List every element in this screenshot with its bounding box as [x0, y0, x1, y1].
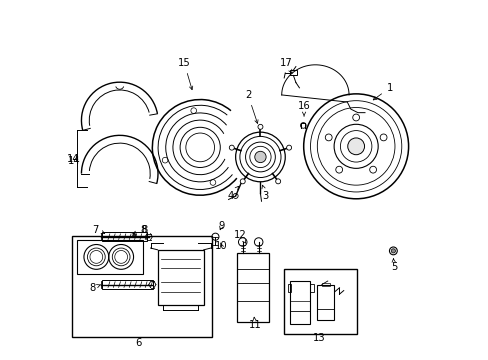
Text: 8: 8 — [132, 225, 146, 235]
Circle shape — [390, 249, 395, 253]
Bar — [77, 240, 142, 274]
Text: 7: 7 — [92, 225, 104, 235]
Bar — [287, 284, 291, 292]
Text: 11: 11 — [248, 317, 261, 330]
Bar — [102, 232, 147, 241]
Bar — [284, 269, 356, 334]
Text: 10: 10 — [215, 240, 227, 251]
Circle shape — [229, 145, 234, 150]
Bar — [321, 283, 329, 286]
Text: 3: 3 — [262, 185, 268, 201]
Text: 14: 14 — [68, 156, 81, 166]
Bar — [102, 280, 153, 289]
Text: 9: 9 — [218, 221, 224, 231]
Bar — [71, 236, 211, 337]
Bar — [289, 281, 310, 324]
Text: 8: 8 — [89, 283, 101, 293]
Bar — [157, 250, 203, 305]
Text: 8: 8 — [132, 225, 147, 235]
Text: 1: 1 — [372, 83, 392, 100]
Text: 12: 12 — [233, 230, 246, 243]
Text: 2: 2 — [244, 90, 258, 123]
Bar — [237, 253, 268, 322]
Text: 13: 13 — [312, 333, 325, 343]
Circle shape — [347, 138, 364, 155]
Bar — [310, 284, 313, 292]
Circle shape — [258, 124, 263, 129]
Text: 5: 5 — [390, 259, 396, 272]
Bar — [317, 284, 333, 320]
Circle shape — [275, 179, 280, 184]
Circle shape — [254, 151, 265, 163]
Text: 6: 6 — [135, 338, 141, 348]
Text: 14: 14 — [66, 154, 79, 165]
Text: 16: 16 — [297, 100, 310, 116]
Circle shape — [240, 179, 244, 184]
Text: 15: 15 — [178, 58, 192, 90]
Circle shape — [286, 145, 291, 150]
Bar — [289, 70, 296, 76]
Text: 17: 17 — [279, 58, 292, 73]
Text: 4: 4 — [227, 186, 238, 201]
